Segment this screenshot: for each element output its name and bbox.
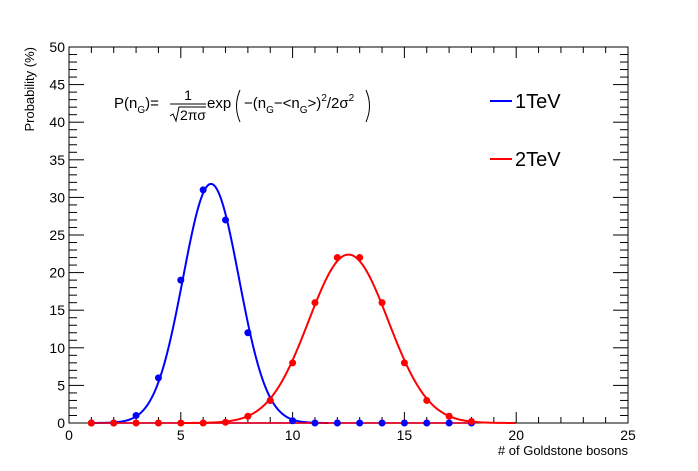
data-point-1tev [177,276,185,284]
x-axis-title: # of Goldstone bosons [498,443,629,458]
y-tick-label: 10 [49,340,65,356]
data-point-1tev [445,419,453,427]
data-point-2tev [110,419,118,427]
y-tick-label: 15 [49,302,65,318]
data-point-1tev [311,419,319,427]
data-point-2tev [222,418,230,426]
y-tick-label: 50 [49,39,65,55]
data-point-2tev [445,412,453,420]
formula-numerator: 1 [184,87,192,103]
y-tick-label: 25 [49,227,65,243]
legend-label-2tev: 2TeV [515,149,561,171]
data-points [87,186,475,427]
data-point-2tev [87,419,95,427]
x-tick-label: 10 [285,427,301,443]
data-point-2tev [132,419,140,427]
data-point-1tev [244,329,252,337]
data-point-2tev [154,419,162,427]
data-point-1tev [356,419,364,427]
fit-formula: P(nG)= 1 2πσ exp −(nG−<nG>)2/2σ2 [114,87,370,123]
legend-label-1tev: 1TeV [515,91,561,113]
data-point-1tev [154,374,162,382]
sqrt-sign [169,106,206,123]
left-paren [236,89,241,123]
data-point-1tev [222,216,230,224]
legend: 1TeV 2TeV [490,91,561,171]
y-tick-label: 45 [49,77,65,93]
data-point-2tev [356,254,364,262]
data-point-1tev [333,419,341,427]
y-tick-label: 0 [57,415,65,431]
svg-text:−(nG−<nG>)2/2σ2: −(nG−<nG>)2/2σ2 [244,93,355,116]
tick-labels: 0 5 10 15 20 25 0 5 10 15 20 25 30 35 40 45 50 [49,39,636,443]
svg-text:P(nG)=: P(nG)= [114,95,159,116]
data-point-2tev [266,396,274,404]
y-tick-label: 40 [49,114,65,130]
data-point-2tev [311,299,319,307]
x-tick-label: 5 [177,427,185,443]
data-point-1tev [378,419,386,427]
x-tick-label: 20 [508,427,524,443]
y-tick-label: 30 [49,189,65,205]
fit-curves [91,182,516,424]
y-tick-label: 5 [57,377,65,393]
y-tick-label: 35 [49,152,65,168]
right-paren [365,89,370,123]
fit-curve-2tev [181,253,516,424]
data-point-2tev [289,359,297,367]
data-point-1tev [132,411,140,419]
data-point-2tev [244,412,252,420]
data-point-1tev [423,419,431,427]
data-point-2tev [400,359,408,367]
data-point-2tev [467,417,475,425]
data-point-1tev [400,419,408,427]
y-tick-label: 20 [49,265,65,281]
y-axis-title: Probability (%) [22,47,37,132]
axis-ticks [68,46,629,424]
data-point-2tev [423,396,431,404]
data-point-2tev [378,299,386,307]
data-point-2tev [177,419,185,427]
formula-denominator: 2πσ [180,107,206,123]
x-tick-label: 15 [397,427,413,443]
data-point-2tev [333,254,341,262]
formula-exp: exp [207,95,231,112]
data-point-1tev [199,186,207,194]
data-point-2tev [199,419,207,427]
data-point-1tev [289,417,297,425]
x-tick-label: 25 [620,427,636,443]
x-tick-label: 0 [65,427,73,443]
fit-curve-1tev [93,182,329,424]
